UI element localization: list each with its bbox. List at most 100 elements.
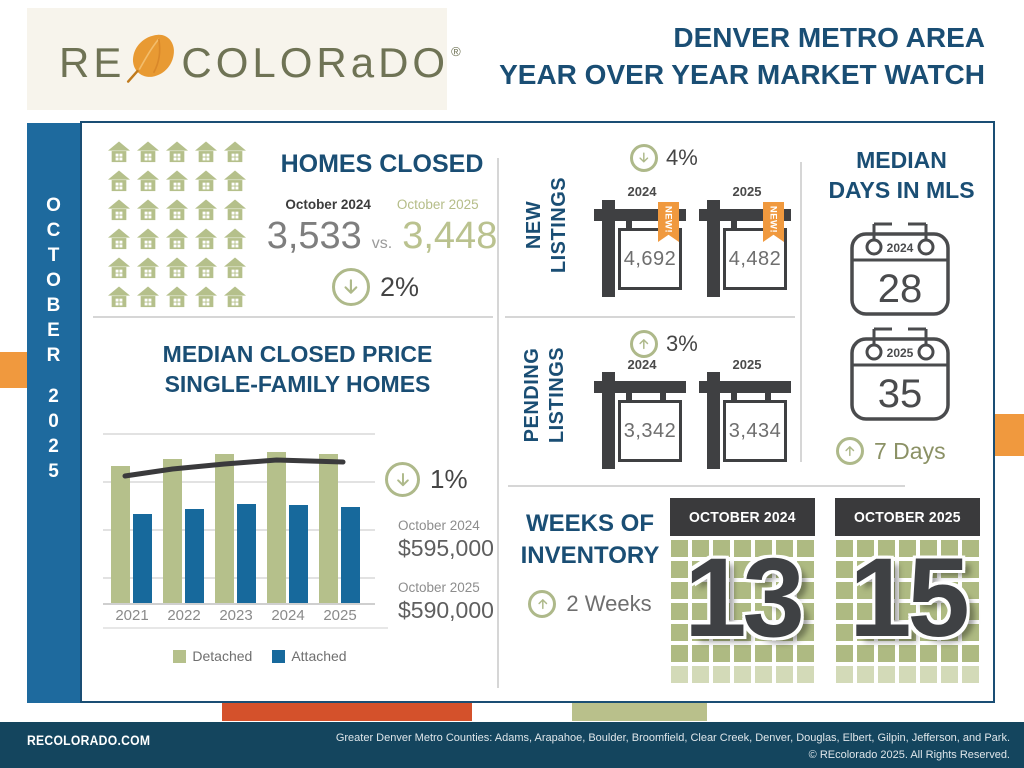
- new-2025-year: 2025: [732, 184, 762, 199]
- grid-cell: [878, 561, 895, 578]
- grid-cell: [692, 561, 709, 578]
- grid-cell: [941, 540, 958, 557]
- house-icon: [166, 199, 188, 221]
- house-icon: [224, 286, 246, 308]
- median-price-prev-value: $595,000: [398, 535, 494, 561]
- house-icon: [108, 228, 130, 250]
- house-icon: [195, 141, 217, 163]
- grid-cell: [878, 645, 895, 662]
- grid-cell: [734, 540, 751, 557]
- divider: [93, 316, 493, 318]
- pending-listings-change-value: 3%: [666, 331, 698, 356]
- legend-detached-label: Detached: [192, 648, 253, 664]
- registered-mark: ®: [451, 43, 461, 59]
- grid-cell: [836, 561, 853, 578]
- page-title: DENVER METRO AREA YEAR OVER YEAR MARKET …: [499, 20, 985, 94]
- chart-legend: Detached Attached: [135, 648, 385, 664]
- grid-cell: [857, 603, 874, 620]
- grid-cell: [755, 540, 772, 557]
- homes-closed-curr-label: October 2025: [396, 197, 479, 212]
- bar-detached-2024: [267, 452, 286, 603]
- grid-cell: [671, 561, 688, 578]
- weeks-inventory-change: 2 Weeks: [505, 590, 675, 618]
- grid-cell: [713, 603, 730, 620]
- year-label: 2022: [167, 607, 201, 624]
- divider: [800, 162, 802, 462]
- grid-cell: [692, 624, 709, 641]
- median-days-title-line1: MEDIAN: [856, 147, 947, 173]
- median-days-title-line2: DAYS IN MLS: [828, 176, 975, 203]
- house-icon: [166, 141, 188, 163]
- new-ribbon-text: NEW!: [662, 205, 674, 234]
- house-icon: [224, 170, 246, 192]
- bar-detached-2021: [111, 466, 130, 603]
- grid-cell: [878, 582, 895, 599]
- gridline: [103, 433, 375, 435]
- grid-cell: [671, 582, 688, 599]
- median-price-curr-value: $590,000: [398, 597, 494, 623]
- median-price-curr-label: October 2025: [398, 580, 480, 595]
- grid-cell: [899, 666, 916, 683]
- detached-swatch: [173, 650, 187, 663]
- weeks-title-line1: WEEKS OF: [525, 510, 654, 537]
- grid-cell: [671, 645, 688, 662]
- bar-attached-2023: [237, 504, 256, 603]
- logo-prefix: RE: [59, 39, 126, 86]
- sign-board: 4,692: [618, 228, 682, 290]
- legend-detached: Detached: [173, 648, 252, 664]
- grid-cell: [962, 666, 979, 683]
- sign-post: [707, 372, 720, 469]
- grid-cell: [776, 561, 793, 578]
- title-line2: YEAR OVER YEAR MARKET WATCH: [499, 58, 985, 90]
- bar-attached-2024: [289, 505, 308, 603]
- grid-cell: [920, 582, 937, 599]
- sign-post: [602, 200, 615, 297]
- bar-detached-2022: [163, 459, 182, 603]
- calendar-2025-icon: 2025 35: [850, 327, 950, 421]
- year-label: 2023: [219, 607, 253, 624]
- new-ribbon-icon: NEW!: [763, 202, 784, 242]
- calendar-2025-year: 2025: [887, 346, 914, 360]
- grid-cell: [797, 561, 814, 578]
- grid-cell: [899, 582, 916, 599]
- logo-suffix: COLORaDO: [181, 39, 450, 86]
- median-days-change: 7 Days: [836, 437, 986, 465]
- x-axis: [103, 603, 375, 605]
- pending-2025-value: 3,434: [728, 419, 782, 442]
- legend-attached: Attached: [272, 648, 347, 664]
- grid-cell: [797, 645, 814, 662]
- legend-attached-label: Attached: [291, 648, 347, 664]
- grid-cell: [713, 645, 730, 662]
- median-price-title: MEDIAN CLOSED PRICE SINGLE-FAMILY HOMES: [100, 340, 495, 400]
- grid-cell: [920, 561, 937, 578]
- house-icon: [108, 257, 130, 279]
- divider: [497, 158, 499, 688]
- homes-closed-prev-label: October 2024: [285, 197, 371, 212]
- footer-bar: RECOLORADO.COM Greater Denver Metro Coun…: [0, 722, 1024, 768]
- grid-cell: [734, 645, 751, 662]
- new-listings-sign-2025: 4,482 NEW!: [699, 200, 795, 300]
- new-2025-value: 4,482: [728, 247, 782, 270]
- weeks-2025-value: 15: [849, 535, 970, 660]
- median-price-title-line2: SINGLE-FAMILY HOMES: [164, 370, 431, 397]
- grid-cell: [713, 561, 730, 578]
- grid-cell: [734, 582, 751, 599]
- grid-cell: [671, 603, 688, 620]
- price-bar-chart: 2021 2022 2023 2024 2025: [103, 431, 388, 631]
- house-icon: [108, 141, 130, 163]
- house-icon: [137, 170, 159, 192]
- year-label: 2021: [115, 607, 149, 624]
- grid-cell: [920, 540, 937, 557]
- sign-post: [707, 200, 720, 297]
- footer-counties: Greater Denver Metro Counties: Adams, Ar…: [335, 732, 1010, 744]
- median-days-title: MEDIAN DAYS IN MLS: [808, 146, 995, 206]
- grid-cell: [962, 582, 979, 599]
- footer-copyright: © REcolorado 2025. All Rights Reserved.: [808, 748, 1010, 761]
- weeks-2024-body: 13: [670, 535, 815, 683]
- grid-cell: [941, 582, 958, 599]
- grid-cell: [776, 540, 793, 557]
- divider: [505, 316, 795, 318]
- grid-cell: [776, 666, 793, 683]
- grid-cell: [713, 666, 730, 683]
- homes-closed-title: HOMES CLOSED: [280, 150, 484, 178]
